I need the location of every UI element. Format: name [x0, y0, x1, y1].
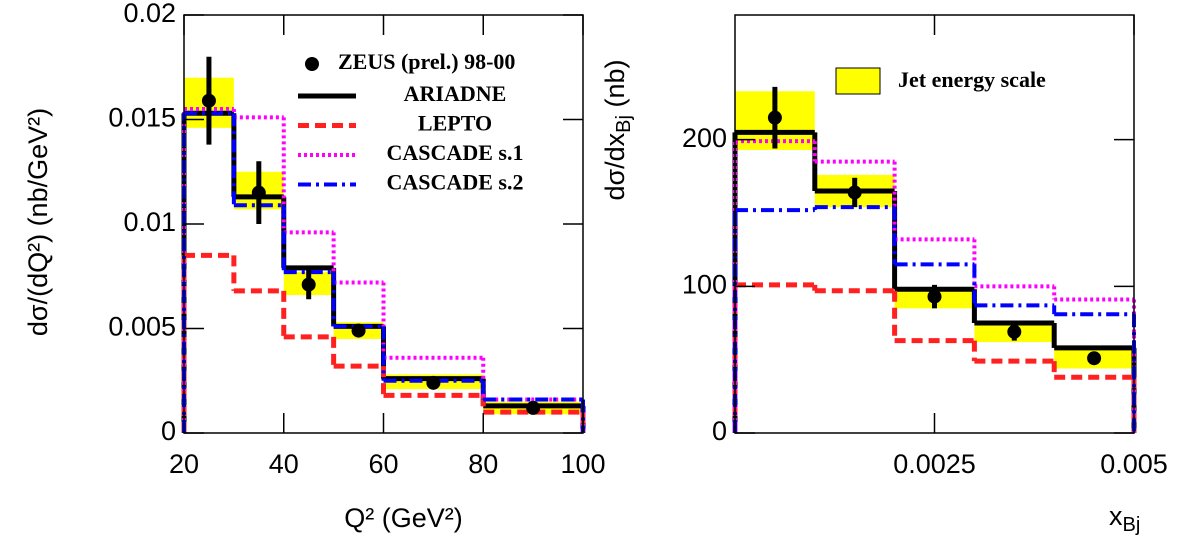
- legend-label: LEPTO: [418, 111, 492, 136]
- data-point: [201, 93, 216, 108]
- x-tick-label: 100: [560, 449, 605, 479]
- x-tick-label: 20: [169, 449, 199, 479]
- data-point: [847, 185, 862, 200]
- y-axis-label-part: (nb): [600, 59, 630, 115]
- data-point: [1007, 324, 1022, 339]
- y-axis-label: dσ/(dQ²) (nb/GeV²): [23, 108, 53, 336]
- legend-label: ARIADNE: [404, 81, 507, 106]
- legend-swatch: [835, 67, 881, 95]
- data-point: [1087, 351, 1102, 366]
- y-tick-label: 200: [682, 123, 727, 153]
- data-point: [251, 185, 266, 200]
- legend-label: ZEUS (prel.) 98-00: [338, 49, 515, 74]
- y-axis-label: dσ/dxBj (nb): [600, 59, 635, 200]
- x-tick-label: 0.0025: [893, 449, 976, 479]
- y-tick-label: 0.01: [123, 207, 176, 237]
- x-axis-label-part: Bj: [1123, 514, 1141, 536]
- data-point: [927, 289, 942, 304]
- x-tick-label: 40: [269, 449, 299, 479]
- data-point: [526, 400, 541, 415]
- y-tick-label: 0.005: [108, 312, 176, 342]
- x-tick-label: 60: [368, 449, 398, 479]
- data-point: [301, 277, 316, 292]
- legend-label: CASCADE s.1: [387, 140, 524, 165]
- y-tick-label: 0.02: [123, 0, 176, 28]
- y-axis-label-part: dσ/dx: [600, 132, 630, 200]
- y-axis-label-part: Bj: [613, 115, 635, 133]
- legend-label: Jet energy scale: [898, 67, 1046, 92]
- y-tick-label: 0: [712, 416, 727, 446]
- y-tick-label: 0: [161, 416, 176, 446]
- data-point: [426, 375, 441, 390]
- legend-marker: [305, 57, 319, 71]
- y-tick-label: 0.015: [108, 103, 176, 133]
- x-tick-label: 80: [468, 449, 498, 479]
- y-tick-label: 100: [682, 269, 727, 299]
- x-axis-label: Q² (GeV²): [344, 503, 463, 533]
- x-tick-label: 0.005: [1100, 449, 1168, 479]
- data-point: [351, 323, 366, 338]
- x-axis-label-part: x: [1109, 501, 1123, 531]
- x-axis-label: xBj: [1109, 501, 1140, 536]
- legend-label: CASCADE s.2: [387, 170, 524, 195]
- data-point: [767, 110, 782, 125]
